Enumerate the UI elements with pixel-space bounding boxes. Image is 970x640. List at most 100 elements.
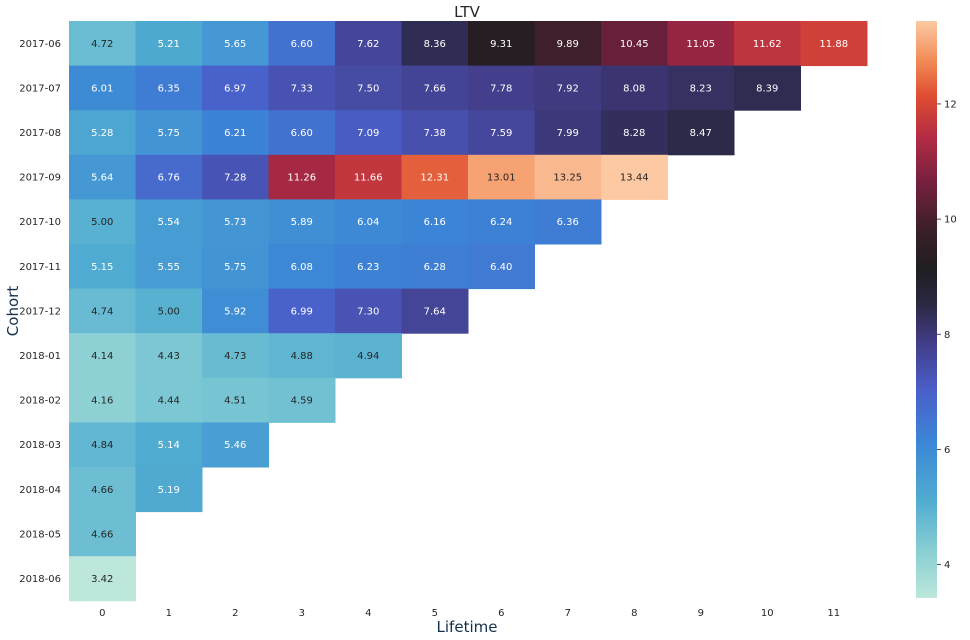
heatmap-cell — [468, 154, 535, 200]
cell-value-label: 6.16 — [424, 217, 446, 228]
heatmap-cell — [69, 21, 136, 67]
heatmap-cell — [202, 110, 269, 156]
cell-value-label: 7.38 — [424, 128, 446, 139]
cell-value-label: 4.74 — [91, 306, 113, 317]
cell-value-label: 4.66 — [91, 485, 113, 496]
cell-value-label: 7.78 — [490, 83, 512, 94]
heatmap-cell — [335, 333, 402, 379]
heatmap-cell — [667, 21, 735, 67]
colorbar: 4 6 8 10 12 — [916, 21, 957, 598]
cell-value-label: 5.75 — [224, 262, 246, 273]
colorbar-tick-label: 8 — [944, 330, 950, 341]
cell-value-label: 8.36 — [424, 39, 446, 50]
heatmap-cell — [468, 244, 535, 290]
heatmap-cell — [468, 199, 535, 245]
cell-value-label: 8.47 — [690, 128, 712, 139]
cell-value-label: 6.21 — [224, 128, 246, 139]
cell-value-label: 7.62 — [357, 39, 379, 50]
colorbar-gradient — [916, 21, 937, 598]
cell-value-label: 8.39 — [756, 83, 778, 94]
cell-value-label: 6.40 — [490, 262, 512, 273]
x-tick-label: 5 — [432, 608, 438, 619]
cell-value-label: 4.51 — [224, 396, 246, 407]
cell-value-label: 7.66 — [424, 83, 446, 94]
cell-value-label: 7.59 — [490, 128, 512, 139]
heatmap-cell — [335, 288, 402, 334]
cell-value-label: 8.23 — [690, 83, 712, 94]
heatmap-cell — [135, 199, 203, 245]
heatmap-cell — [667, 110, 735, 156]
y-tick-label: 2017-12 — [19, 306, 61, 317]
cell-value-label: 12.31 — [420, 173, 449, 184]
cell-value-label: 11.05 — [686, 39, 715, 50]
x-tick-label: 2 — [232, 608, 238, 619]
cell-value-label: 6.01 — [91, 83, 113, 94]
cell-value-label: 4.66 — [91, 529, 113, 540]
cell-value-label: 4.44 — [158, 396, 180, 407]
cell-value-label: 11.26 — [287, 173, 316, 184]
heatmap-cell — [69, 377, 136, 423]
heatmap-cell — [268, 110, 336, 156]
heatmap-cell — [69, 511, 136, 557]
heatmap-cell — [335, 21, 402, 67]
y-axis-ticks: 2017-06 2017-07 2017-08 2017-09 2017-10 2017-… — [19, 39, 61, 585]
heatmap-cell — [268, 199, 336, 245]
cell-value-label: 8.08 — [623, 83, 645, 94]
cell-value-label: 13.25 — [553, 173, 582, 184]
cell-value-label: 6.60 — [291, 128, 313, 139]
cell-value-label: 10.45 — [620, 39, 649, 50]
cell-value-label: 5.73 — [224, 217, 246, 228]
cell-value-label: 11.62 — [753, 39, 782, 50]
heatmap-cell — [135, 154, 203, 200]
heatmap-cell — [268, 288, 336, 334]
heatmap-cell — [135, 21, 203, 67]
heatmap-cell — [135, 422, 203, 468]
cell-value-label: 5.64 — [91, 173, 113, 184]
cell-value-label: 6.97 — [224, 83, 246, 94]
x-tick-label: 9 — [698, 608, 704, 619]
heatmap-cell — [401, 21, 469, 67]
heatmap-cell — [534, 65, 602, 111]
heatmap-cell — [135, 467, 203, 513]
heatmap-cell — [135, 377, 203, 423]
heatmap-cell — [268, 244, 336, 290]
colorbar-tick-label: 10 — [944, 215, 957, 226]
heatmap-cell — [69, 333, 136, 379]
x-tick-label: 7 — [565, 608, 571, 619]
cell-value-label: 7.92 — [557, 83, 579, 94]
cell-value-label: 6.08 — [291, 262, 313, 273]
cell-value-label: 7.50 — [357, 83, 379, 94]
x-tick-label: 10 — [761, 608, 774, 619]
heatmap-cell — [202, 199, 269, 245]
heatmap-cell — [667, 65, 735, 111]
cell-value-label: 5.65 — [224, 39, 246, 50]
y-axis-label: Cohort — [4, 286, 22, 337]
heatmap-cell — [69, 467, 136, 513]
y-tick-label: 2017-06 — [19, 39, 61, 50]
heatmap-cell — [202, 21, 269, 67]
heatmap-cell — [202, 333, 269, 379]
heatmap-cell — [69, 65, 136, 111]
cell-value-label: 5.46 — [224, 440, 246, 451]
cell-value-label: 5.21 — [158, 39, 180, 50]
heatmap-cell — [734, 65, 801, 111]
heatmap-cell — [268, 333, 336, 379]
heatmap-cell — [401, 110, 469, 156]
cell-value-label: 6.36 — [557, 217, 579, 228]
heatmap-cell — [800, 21, 868, 67]
x-tick-label: 1 — [166, 608, 172, 619]
heatmap-cell — [69, 288, 136, 334]
heatmap-cell — [268, 65, 336, 111]
cell-value-label: 6.76 — [158, 173, 180, 184]
cell-value-label: 4.43 — [158, 351, 180, 362]
heatmap-cell — [135, 333, 203, 379]
cell-value-label: 4.94 — [357, 351, 379, 362]
cell-value-label: 9.31 — [490, 39, 512, 50]
y-tick-label: 2018-01 — [19, 351, 61, 362]
cell-value-label: 5.55 — [158, 262, 180, 273]
cell-value-label: 4.84 — [91, 440, 113, 451]
heatmap-cell — [401, 199, 469, 245]
heatmap-cell — [534, 110, 602, 156]
cell-value-label: 4.16 — [91, 396, 113, 407]
